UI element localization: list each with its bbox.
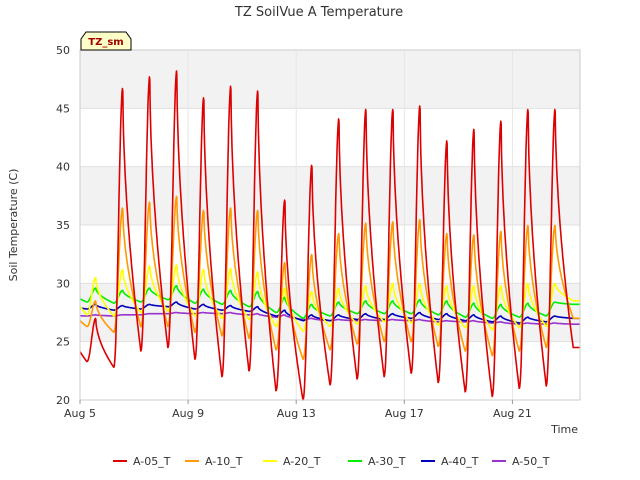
y-tick-label: 35 [56,219,70,232]
plot-band [80,283,580,342]
plot-band [80,50,580,109]
site-badge-box [80,31,132,51]
x-tick-label: Aug 21 [493,407,532,420]
y-tick-label: 50 [56,44,70,57]
legend-label: A-20_T [283,455,321,468]
y-tick-label: 25 [56,336,70,349]
x-tick-label: Aug 5 [64,407,96,420]
x-tick-label: Aug 17 [385,407,424,420]
x-axis-label: Time [550,423,578,436]
x-tick-label: Aug 13 [277,407,316,420]
y-tick-label: 20 [56,394,70,407]
y-tick-label: 40 [56,161,70,174]
plot-band [80,108,580,167]
x-tick-label: Aug 9 [172,407,204,420]
site-badge-label: TZ_sm [88,37,123,48]
legend-label: A-50_T [512,455,550,468]
chart-title: TZ SoilVue A Temperature [234,5,403,20]
plot-band [80,341,580,400]
y-tick-label: 30 [56,277,70,290]
x-axis-ticks: Aug 5 Aug 9 Aug 13 Aug 17 Aug 21 [64,400,532,420]
plot-band [80,166,580,225]
plot-frame [79,49,581,401]
legend-label: A-40_T [441,455,479,468]
y-tick-label: 45 [56,102,70,115]
y-axis-ticks: 20 25 30 35 40 45 50 [56,44,70,407]
legend-label: A-05_T [133,455,171,468]
series-line-A-05_T [79,70,581,401]
legend: A-05_T A-10_T A-20_T A-30_T A-40_T A-50_T [113,455,550,468]
legend-label: A-10_T [205,455,243,468]
site-badge: TZ_sm [80,31,132,51]
series-layer [79,70,581,401]
legend-label: A-30_T [368,455,406,468]
y-axis-label: Soil Temperature (C) [7,169,20,282]
